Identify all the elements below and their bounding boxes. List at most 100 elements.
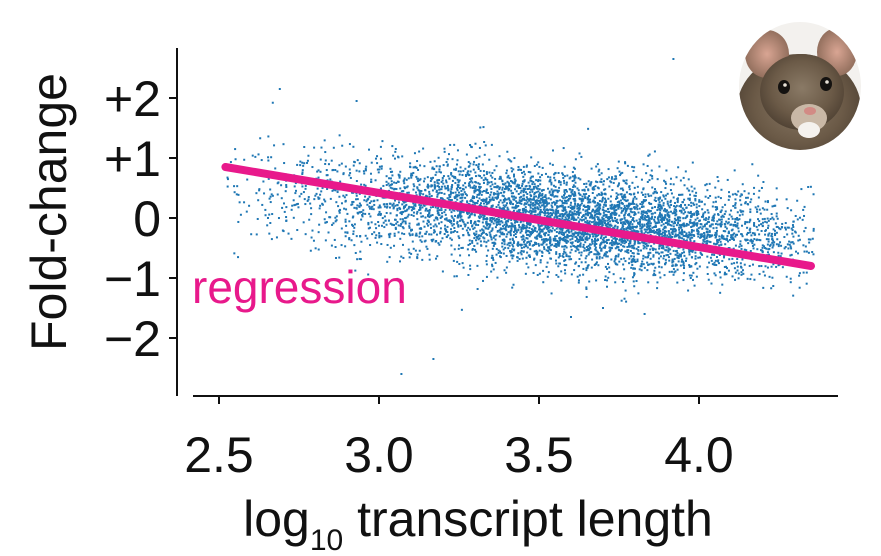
data-point bbox=[388, 206, 391, 209]
data-point bbox=[462, 169, 465, 172]
data-point bbox=[530, 233, 533, 236]
data-point bbox=[354, 269, 357, 272]
data-point bbox=[653, 242, 656, 245]
data-point bbox=[538, 192, 541, 195]
data-point bbox=[626, 226, 629, 229]
data-point bbox=[700, 215, 703, 218]
data-point bbox=[667, 256, 670, 259]
data-point bbox=[554, 210, 557, 213]
data-point bbox=[384, 219, 387, 222]
data-point bbox=[718, 218, 721, 221]
data-point bbox=[308, 218, 311, 221]
data-point bbox=[329, 197, 332, 200]
data-point bbox=[584, 210, 587, 213]
data-point bbox=[687, 236, 690, 239]
data-point bbox=[592, 200, 595, 203]
data-point bbox=[536, 230, 539, 233]
data-point bbox=[389, 222, 392, 225]
data-point bbox=[383, 215, 386, 218]
data-point bbox=[632, 206, 635, 209]
data-point bbox=[562, 147, 565, 150]
data-point bbox=[243, 158, 246, 161]
data-point bbox=[771, 238, 774, 241]
data-point bbox=[564, 238, 567, 241]
data-point bbox=[457, 225, 460, 228]
data-point bbox=[475, 156, 478, 159]
data-point bbox=[595, 242, 598, 245]
data-point bbox=[549, 198, 552, 201]
data-point bbox=[791, 232, 794, 235]
data-point bbox=[569, 241, 572, 244]
data-point bbox=[623, 268, 626, 271]
data-point bbox=[717, 213, 720, 216]
data-point bbox=[633, 255, 636, 258]
data-point bbox=[544, 205, 547, 208]
data-point bbox=[707, 278, 710, 281]
data-point bbox=[571, 193, 574, 196]
data-point bbox=[723, 223, 726, 226]
data-point bbox=[393, 234, 396, 237]
data-point bbox=[650, 202, 653, 205]
data-point bbox=[531, 207, 534, 210]
data-point bbox=[543, 201, 546, 204]
data-point bbox=[555, 274, 558, 277]
data-point bbox=[625, 300, 628, 303]
data-point bbox=[744, 238, 747, 241]
data-point bbox=[573, 176, 576, 179]
data-point bbox=[728, 213, 731, 216]
data-point bbox=[635, 197, 638, 200]
data-point bbox=[364, 169, 367, 172]
data-point bbox=[723, 273, 726, 276]
data-point bbox=[538, 195, 541, 198]
data-point bbox=[525, 210, 528, 213]
data-point bbox=[694, 257, 697, 260]
data-point bbox=[616, 201, 619, 204]
data-point bbox=[700, 233, 703, 236]
data-point bbox=[498, 220, 501, 223]
data-point bbox=[436, 207, 439, 210]
data-point bbox=[718, 238, 721, 241]
data-point bbox=[358, 211, 361, 214]
data-point bbox=[511, 257, 514, 260]
data-point bbox=[364, 167, 367, 170]
data-point bbox=[619, 199, 622, 202]
data-point bbox=[653, 199, 656, 202]
data-point bbox=[416, 218, 419, 221]
data-point bbox=[750, 273, 753, 276]
data-point bbox=[493, 217, 496, 220]
data-point bbox=[660, 224, 663, 227]
data-point bbox=[722, 235, 725, 238]
data-point bbox=[624, 222, 627, 225]
data-point bbox=[585, 245, 588, 248]
data-point bbox=[496, 276, 499, 279]
data-point bbox=[391, 187, 394, 190]
data-point bbox=[484, 178, 487, 181]
data-point bbox=[511, 180, 514, 183]
data-point bbox=[635, 247, 638, 250]
data-point bbox=[604, 204, 607, 207]
data-point bbox=[658, 207, 661, 210]
data-point bbox=[533, 250, 536, 253]
data-point bbox=[526, 192, 529, 195]
data-point bbox=[377, 221, 380, 224]
data-point bbox=[644, 256, 647, 259]
data-point bbox=[585, 185, 588, 188]
data-point bbox=[587, 180, 590, 183]
data-point bbox=[453, 248, 456, 251]
data-point bbox=[574, 212, 577, 215]
data-point bbox=[600, 200, 603, 203]
data-point bbox=[676, 201, 679, 204]
data-point bbox=[459, 219, 462, 222]
data-point bbox=[494, 242, 497, 245]
data-point bbox=[798, 272, 801, 275]
data-point bbox=[550, 225, 553, 228]
data-point bbox=[666, 214, 669, 217]
data-point bbox=[564, 206, 567, 209]
data-point bbox=[768, 232, 771, 235]
data-point bbox=[740, 244, 743, 247]
data-point bbox=[651, 226, 654, 229]
data-point bbox=[660, 206, 663, 209]
data-point bbox=[767, 240, 770, 243]
data-point bbox=[670, 224, 673, 227]
data-point bbox=[798, 238, 801, 241]
